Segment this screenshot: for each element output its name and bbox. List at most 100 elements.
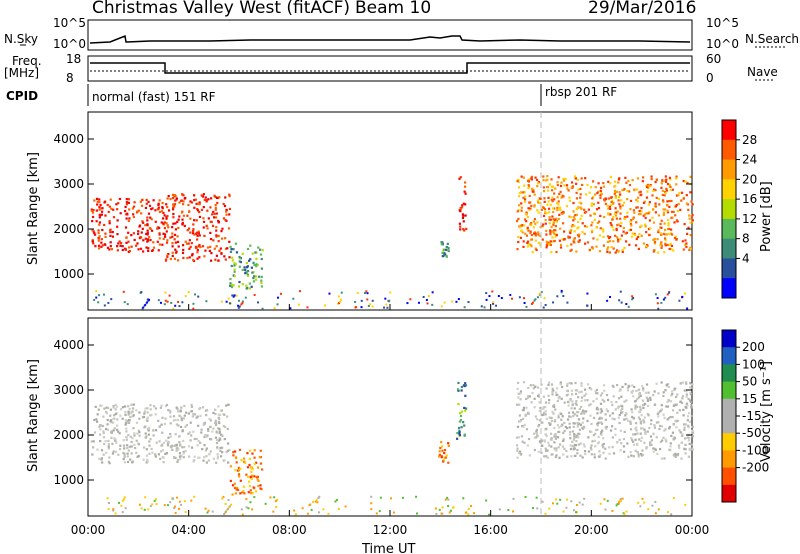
echo-cell bbox=[516, 403, 519, 406]
echo-cell bbox=[241, 268, 244, 272]
echo-cell bbox=[611, 225, 614, 228]
echo-cell bbox=[164, 452, 167, 456]
echo-cell bbox=[146, 419, 149, 422]
echo-cell bbox=[178, 442, 182, 446]
echo-cell bbox=[602, 446, 605, 449]
echo-cell bbox=[569, 415, 572, 419]
echo-cell bbox=[438, 450, 441, 453]
echo-cell bbox=[143, 426, 146, 429]
ground-scatter-cell bbox=[462, 497, 465, 500]
echo-cell bbox=[443, 451, 446, 455]
echo-cell bbox=[572, 446, 576, 449]
echo-cell bbox=[130, 440, 133, 444]
echo-cell bbox=[574, 381, 577, 385]
echo-cell bbox=[93, 431, 97, 434]
echo-cell bbox=[438, 455, 441, 458]
echo-cell bbox=[673, 387, 676, 390]
echo-cell bbox=[590, 448, 593, 451]
x-tick-label: 12:00 bbox=[373, 523, 408, 537]
echo-cell bbox=[537, 233, 540, 236]
echo-cell bbox=[582, 410, 585, 413]
echo-cell bbox=[606, 204, 609, 207]
echo-cell bbox=[171, 196, 175, 200]
echo-cell bbox=[548, 222, 551, 225]
echo-cell bbox=[104, 232, 107, 235]
echo-cell bbox=[605, 393, 609, 397]
echo-cell bbox=[646, 397, 649, 401]
echo-cell bbox=[657, 392, 660, 395]
echo-cell bbox=[223, 255, 226, 258]
echo-cell bbox=[152, 429, 155, 432]
ground-scatter-cell bbox=[492, 301, 495, 304]
echo-cell bbox=[670, 244, 674, 248]
ground-scatter-cell bbox=[193, 495, 196, 498]
echo-cell bbox=[546, 189, 550, 192]
echo-cell bbox=[178, 215, 181, 218]
echo-cell bbox=[589, 186, 593, 189]
echo-cell bbox=[217, 413, 220, 416]
echo-cell bbox=[676, 419, 679, 422]
echo-cell bbox=[205, 199, 209, 202]
echo-cell bbox=[595, 245, 598, 248]
echo-cell bbox=[539, 244, 542, 247]
echo-cell bbox=[161, 243, 164, 246]
echo-cell bbox=[625, 181, 628, 184]
echo-cell bbox=[574, 433, 577, 437]
echo-cell bbox=[681, 394, 685, 398]
echo-cell bbox=[626, 198, 629, 201]
ground-scatter-cell bbox=[467, 301, 470, 304]
echo-cell bbox=[534, 247, 537, 250]
ground-scatter-cell bbox=[485, 499, 488, 502]
echo-cell bbox=[181, 251, 185, 255]
echo-cell bbox=[554, 217, 558, 220]
echo-cell bbox=[193, 455, 196, 458]
echo-cell bbox=[667, 416, 671, 420]
ground-scatter-cell bbox=[575, 504, 578, 507]
echo-cell bbox=[604, 418, 607, 421]
echo-cell bbox=[689, 382, 692, 385]
echo-cell bbox=[542, 189, 546, 193]
echo-cell bbox=[175, 449, 178, 452]
echo-cell bbox=[529, 207, 532, 210]
echo-cell bbox=[229, 245, 232, 248]
echo-cell bbox=[670, 248, 673, 251]
ground-scatter-cell bbox=[276, 498, 279, 501]
echo-cell bbox=[634, 404, 637, 407]
echo-cell bbox=[157, 419, 160, 422]
echo-cell bbox=[653, 188, 656, 191]
echo-cell bbox=[662, 200, 665, 203]
echo-cell bbox=[550, 240, 554, 243]
echo-cell bbox=[446, 242, 449, 245]
echo-cell bbox=[545, 242, 549, 246]
echo-cell bbox=[528, 201, 531, 204]
ground-scatter-cell bbox=[560, 289, 563, 292]
colorbar-segment bbox=[722, 398, 736, 417]
echo-cell bbox=[533, 406, 536, 409]
echo-cell bbox=[107, 210, 110, 214]
echo-cell bbox=[144, 432, 147, 435]
velocity-colorbar-label: Velocity [m s⁻¹] bbox=[759, 361, 774, 462]
ground-scatter-cell bbox=[465, 511, 468, 514]
echo-cell bbox=[162, 222, 165, 225]
echo-cell bbox=[556, 202, 559, 205]
echo-cell bbox=[597, 201, 600, 204]
echo-cell bbox=[580, 399, 583, 403]
echo-cell bbox=[612, 395, 615, 398]
echo-cell bbox=[517, 392, 520, 395]
echo-cell bbox=[260, 281, 263, 284]
echo-cell bbox=[547, 196, 550, 199]
echo-cell bbox=[160, 450, 163, 453]
echo-cell bbox=[131, 207, 135, 210]
echo-cell bbox=[123, 447, 126, 450]
echo-cell bbox=[523, 198, 527, 201]
echo-cell bbox=[146, 233, 149, 236]
echo-cell bbox=[165, 241, 169, 244]
echo-cell bbox=[639, 225, 642, 229]
echo-cell bbox=[212, 411, 215, 415]
echo-cell bbox=[684, 448, 687, 451]
echo-cell bbox=[623, 418, 626, 421]
echo-cell bbox=[640, 414, 643, 417]
ground-scatter-cell bbox=[406, 302, 409, 305]
ground-scatter-cell bbox=[224, 502, 227, 505]
echo-cell bbox=[632, 433, 635, 436]
